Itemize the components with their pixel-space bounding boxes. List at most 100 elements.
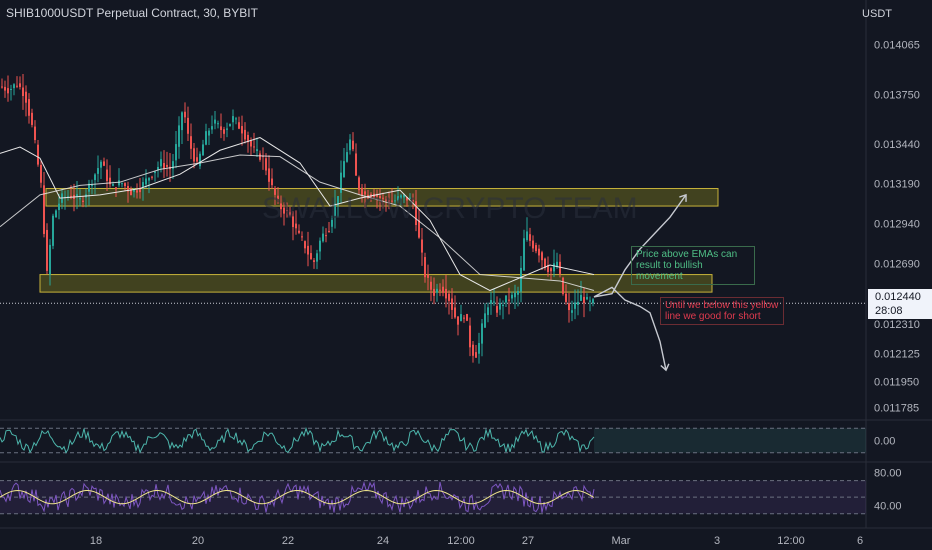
candle-body xyxy=(193,148,195,162)
candle-body xyxy=(448,293,450,301)
candle-body xyxy=(322,233,324,242)
candle-body xyxy=(199,153,201,167)
current-price-tag: 0.012440 28:08 xyxy=(868,289,932,319)
candle-body xyxy=(301,236,303,238)
candle-body xyxy=(547,265,549,273)
candle-body xyxy=(37,144,39,165)
candle-body xyxy=(295,223,297,229)
watermark: SWALLOW CRYPTO TEAM xyxy=(262,192,638,225)
support-resistance-zone xyxy=(39,274,713,293)
candle-body xyxy=(157,166,159,170)
y-tick-label: 0.011950 xyxy=(874,376,919,388)
candle-body xyxy=(223,129,225,134)
candle-body xyxy=(562,277,564,294)
candle-body xyxy=(130,188,132,196)
candle-body xyxy=(439,289,441,291)
candle-body xyxy=(112,184,114,186)
candle-body xyxy=(211,126,213,130)
candle-body xyxy=(76,194,78,197)
candle-body xyxy=(40,165,42,183)
candle-body xyxy=(565,293,567,302)
candle-body xyxy=(91,184,93,186)
candle-body xyxy=(403,194,405,198)
candle-body xyxy=(313,260,315,262)
candle-body xyxy=(277,195,279,200)
candle-body xyxy=(535,245,537,252)
candle-body xyxy=(175,144,177,161)
x-tick-label: 24 xyxy=(377,535,389,547)
arrow-down-icon xyxy=(660,363,670,372)
oscillator-band xyxy=(594,428,866,453)
current-price: 0.012440 xyxy=(875,291,921,303)
candle-body xyxy=(436,288,438,293)
candle-body xyxy=(49,244,51,275)
candle-body xyxy=(250,140,252,147)
candle-body xyxy=(421,239,423,253)
candle-body xyxy=(235,118,237,120)
candle-body xyxy=(274,187,276,195)
candle-body xyxy=(580,294,582,301)
candle-body xyxy=(205,131,207,145)
oscillator-tick-label: 0.00 xyxy=(874,436,895,448)
candle-body xyxy=(469,325,471,348)
x-tick-label: 22 xyxy=(282,535,294,547)
candle-body xyxy=(343,161,345,178)
candle-body xyxy=(256,149,258,152)
candle-body xyxy=(139,188,141,193)
candle-body xyxy=(334,203,336,217)
candle-body xyxy=(397,196,399,201)
candle-body xyxy=(526,231,528,241)
y-tick-label: 0.012310 xyxy=(874,319,920,331)
candle-body xyxy=(247,134,249,143)
candle-body xyxy=(82,200,84,202)
candle-body xyxy=(430,281,432,290)
candle-body xyxy=(289,212,291,216)
candle-body xyxy=(331,219,333,227)
candle-body xyxy=(592,299,594,304)
candle-body xyxy=(163,163,165,169)
candle-body xyxy=(466,314,468,321)
candle-body xyxy=(568,303,570,311)
x-tick-label: 3 xyxy=(714,535,720,547)
candle-body xyxy=(460,314,462,322)
candle-body xyxy=(346,152,348,162)
candle-body xyxy=(379,195,381,199)
candle-body xyxy=(364,191,366,195)
projection-path xyxy=(593,194,687,298)
candle-body xyxy=(457,316,459,325)
candle-body xyxy=(493,301,495,303)
candle-body xyxy=(550,268,552,272)
candle-body xyxy=(118,180,120,186)
candle-body xyxy=(529,234,531,241)
candle-body xyxy=(463,317,465,319)
candle-body xyxy=(478,343,480,354)
candle-body xyxy=(124,183,126,187)
candle-body xyxy=(583,296,585,304)
candle-body xyxy=(499,303,501,310)
candle-body xyxy=(400,195,402,199)
candle-body xyxy=(133,189,135,192)
candle-body xyxy=(178,125,180,147)
candle-body xyxy=(589,300,591,302)
candle-body xyxy=(196,157,198,162)
candle-body xyxy=(202,144,204,156)
candle-body xyxy=(388,200,390,203)
bar-countdown: 28:08 xyxy=(875,305,903,317)
candle-body xyxy=(532,240,534,249)
candle-body xyxy=(271,178,273,186)
candle-body xyxy=(22,87,24,97)
candle-body xyxy=(553,263,555,272)
candle-body xyxy=(382,197,384,199)
candle-body xyxy=(502,304,504,307)
candle-body xyxy=(574,302,576,309)
candle-body xyxy=(217,123,219,125)
candle-body xyxy=(418,220,420,238)
candle-body xyxy=(97,168,99,174)
candle-body xyxy=(88,183,90,192)
candle-body xyxy=(259,153,261,160)
candle-body xyxy=(34,126,36,141)
candle-body xyxy=(316,253,318,262)
candle-body xyxy=(472,344,474,356)
candle-body xyxy=(325,235,327,237)
